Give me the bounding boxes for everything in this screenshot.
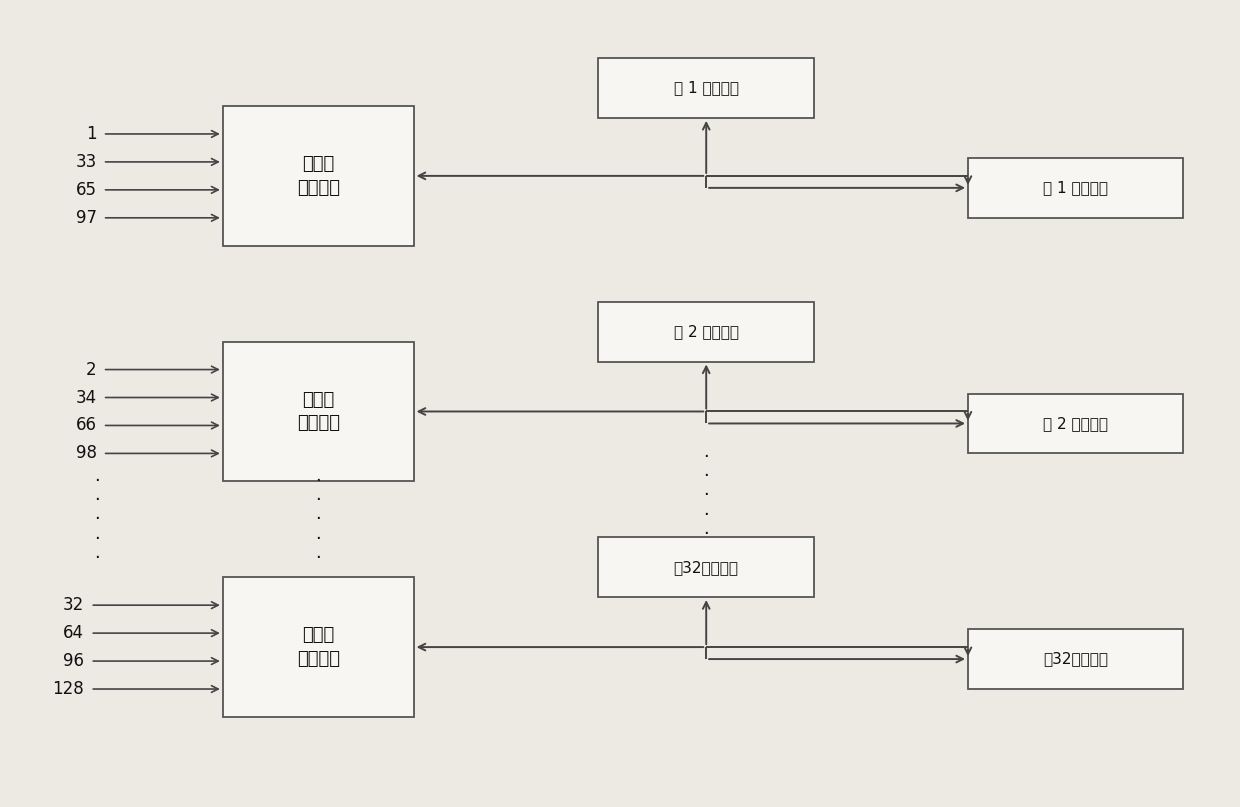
FancyBboxPatch shape xyxy=(599,58,813,118)
Text: ·
·
·
·
·: · · · · · xyxy=(315,471,321,567)
FancyBboxPatch shape xyxy=(599,537,813,597)
Text: 66: 66 xyxy=(76,416,97,434)
Text: ·
·
·
·
·: · · · · · xyxy=(94,471,99,567)
Text: 第 1 发射通道: 第 1 发射通道 xyxy=(673,81,739,95)
Text: 65: 65 xyxy=(76,181,97,199)
Text: 97: 97 xyxy=(76,209,97,227)
Text: 第 1 接收通道: 第 1 接收通道 xyxy=(1043,180,1109,195)
FancyBboxPatch shape xyxy=(223,341,414,481)
Text: 96: 96 xyxy=(63,652,84,670)
FancyBboxPatch shape xyxy=(968,158,1183,218)
Text: 33: 33 xyxy=(76,153,97,171)
Text: 第32接收通道: 第32接收通道 xyxy=(1043,651,1109,667)
FancyBboxPatch shape xyxy=(599,302,813,362)
Text: 2: 2 xyxy=(86,361,97,378)
Text: 第 2 发射通道: 第 2 发射通道 xyxy=(673,324,739,339)
Text: 第 2 接收通道: 第 2 接收通道 xyxy=(1043,416,1109,431)
Text: 四选一
高压开关: 四选一 高压开关 xyxy=(296,391,340,433)
FancyBboxPatch shape xyxy=(223,106,414,246)
Text: 第32发射通道: 第32发射通道 xyxy=(673,560,739,575)
Text: 64: 64 xyxy=(63,624,84,642)
FancyBboxPatch shape xyxy=(968,629,1183,689)
Text: 四选一
高压开关: 四选一 高压开关 xyxy=(296,626,340,668)
Text: 34: 34 xyxy=(76,388,97,407)
Text: 四选一
高压开关: 四选一 高压开关 xyxy=(296,155,340,197)
Text: 98: 98 xyxy=(76,445,97,462)
Text: 32: 32 xyxy=(63,596,84,614)
FancyBboxPatch shape xyxy=(223,577,414,717)
Text: 128: 128 xyxy=(52,680,84,698)
Text: 1: 1 xyxy=(86,125,97,143)
Text: ·
·
·
·
·: · · · · · xyxy=(703,448,709,543)
FancyBboxPatch shape xyxy=(968,394,1183,454)
